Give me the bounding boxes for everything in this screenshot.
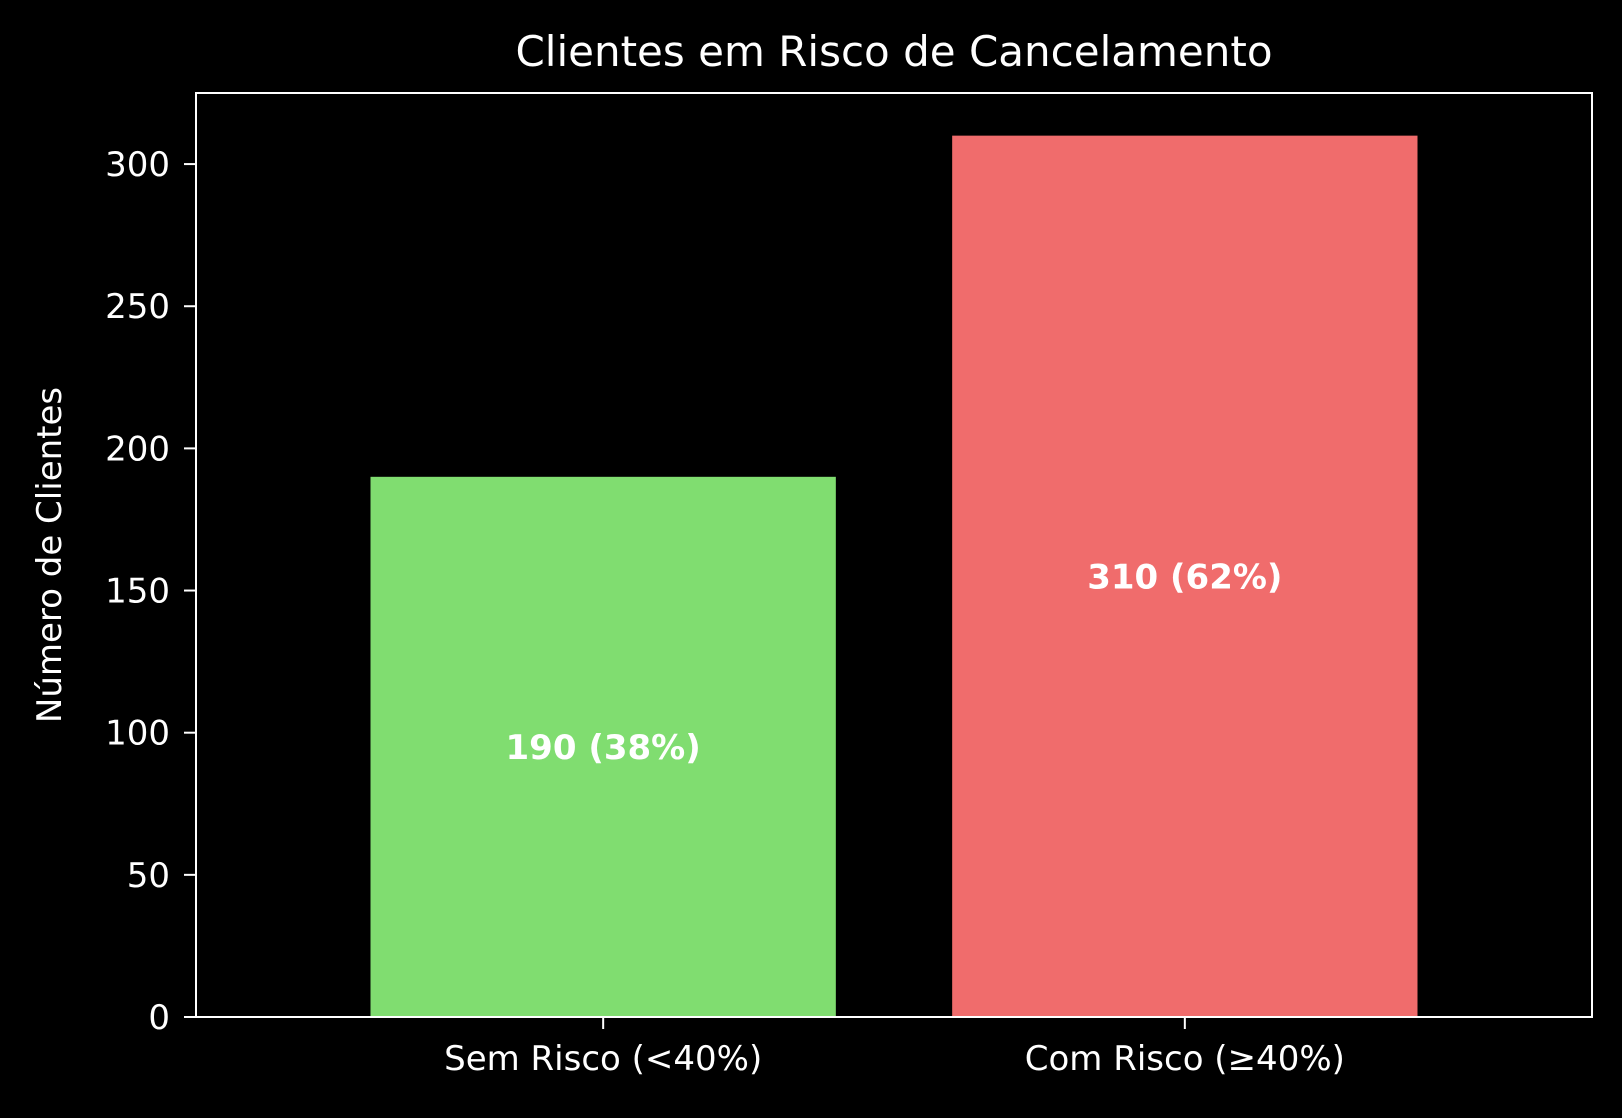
bar-data-label: 310 (62%) [1087,557,1282,597]
plot-area-frame [195,92,1593,1018]
y-tick-label: 300 [105,145,170,185]
y-axis-ticks: 0 50 100 150 200 250 300 [105,145,196,1038]
bar-data-label: 190 (38%) [506,728,701,768]
x-axis-ticks: Sem Risco (<40%) Com Risco (≥40%) [444,1017,1345,1079]
y-tick-label: 100 [105,714,170,754]
y-tick-label: 150 [105,572,170,612]
bar-2 [952,135,1418,1018]
chart-title: Clientes em Risco de Cancelamento [515,27,1272,76]
bars-group [370,135,1418,1018]
y-tick-label: 0 [148,998,170,1038]
y-tick-label: 250 [105,287,170,327]
y-tick-label: 200 [105,429,170,469]
data-labels: 190 (38%) 310 (62%) [506,557,1283,768]
x-tick-label: Sem Risco (<40%) [444,1039,762,1079]
y-axis-label: Número de Clientes [30,387,70,723]
y-tick-label: 50 [127,856,170,896]
bar-1 [370,476,836,1017]
x-tick-label: Com Risco (≥40%) [1025,1039,1345,1079]
